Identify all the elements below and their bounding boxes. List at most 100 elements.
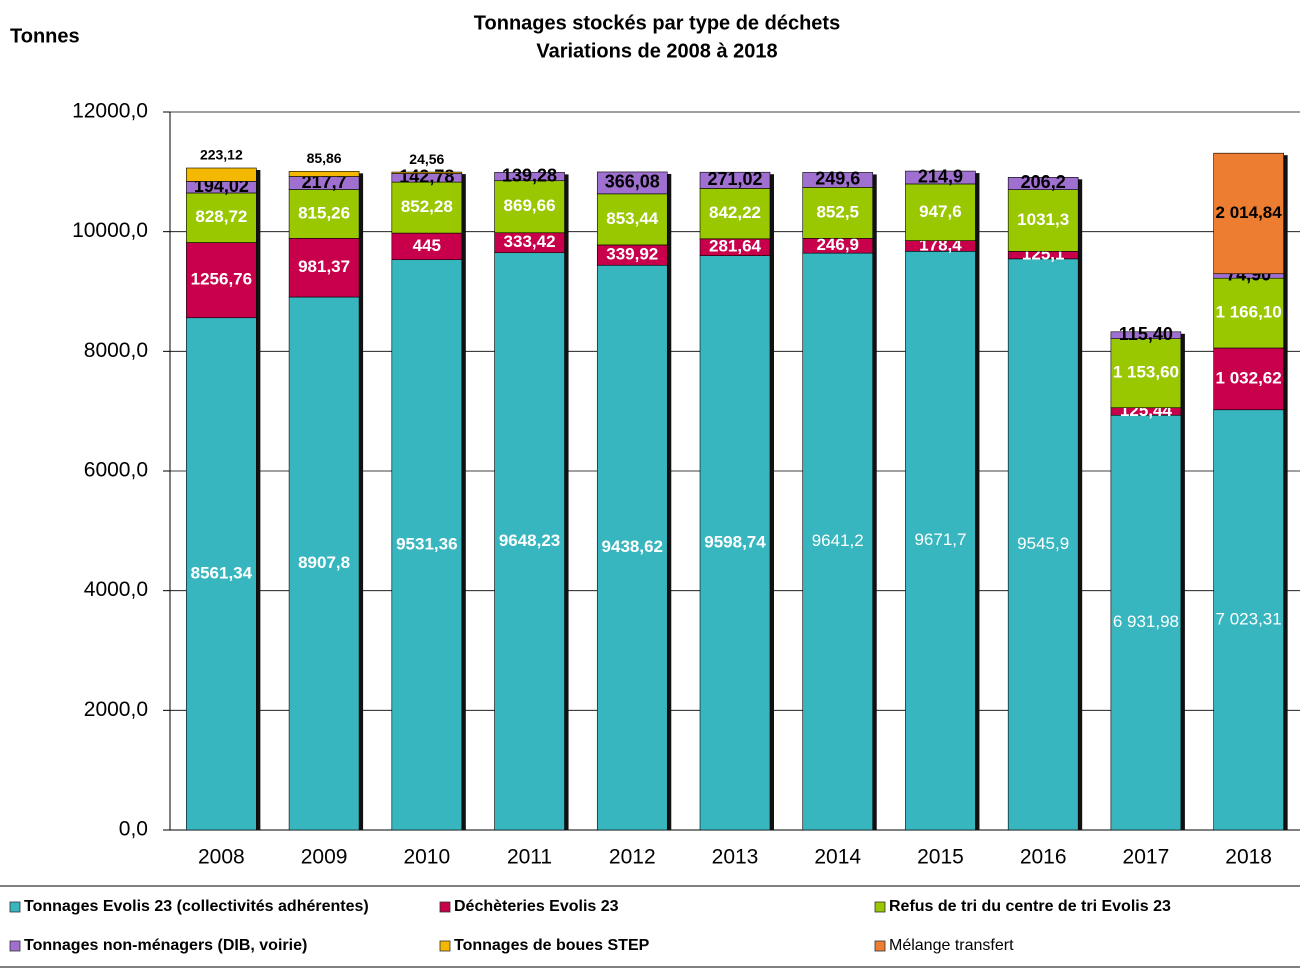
bar-segment <box>905 183 976 241</box>
data-label: 281,64 <box>709 237 762 256</box>
bar-segment <box>494 252 565 831</box>
x-tick-label: 2015 <box>917 846 964 869</box>
bar-segment <box>288 237 360 298</box>
data-label: 1 032,62 <box>1216 368 1282 387</box>
bar-segment <box>699 255 771 831</box>
bar-segment <box>596 171 668 195</box>
bar-segment <box>699 171 771 189</box>
x-tick-label: 2011 <box>507 846 552 869</box>
bar-segment <box>391 181 463 234</box>
legend-swatch <box>9 940 21 952</box>
data-label: 246,9 <box>816 235 859 254</box>
bar-segment <box>1007 258 1079 831</box>
y-tick-label: 0,0 <box>119 818 148 841</box>
y-tick-label: 8000,0 <box>84 339 148 362</box>
legend-label: Mélange transfert <box>889 937 1014 954</box>
bar-segment <box>699 188 771 240</box>
data-label: 9545,9 <box>1017 534 1069 553</box>
data-label: 9531,36 <box>396 534 457 553</box>
data-label: 8907,8 <box>298 553 350 572</box>
x-tick-label: 2012 <box>609 846 656 869</box>
data-label: 24,56 <box>409 151 444 167</box>
y-tick-label: 2000,0 <box>84 698 148 721</box>
data-label: 249,6 <box>815 169 860 189</box>
bar-segment <box>1213 152 1284 275</box>
y-tick-label: 6000,0 <box>84 459 148 482</box>
data-label: 333,42 <box>504 232 556 251</box>
data-label: 1 153,60 <box>1113 363 1179 382</box>
bar-segment <box>905 170 976 185</box>
chart-title: Tonnages stockés par type de déchets <box>474 12 840 34</box>
data-label: 214,9 <box>918 166 963 186</box>
x-tick-label: 2018 <box>1225 846 1272 869</box>
bar-segment <box>288 189 360 239</box>
legend-label: Tonnages non-ménagers (DIB, voirie) <box>24 937 307 954</box>
x-tick-label: 2016 <box>1020 846 1067 869</box>
data-label: 947,6 <box>919 202 962 221</box>
x-tick-label: 2014 <box>814 846 861 869</box>
legend-label: Tonnages de boues STEP <box>454 937 650 954</box>
bar-segment <box>391 259 463 831</box>
y-tick-label: 10000,0 <box>72 219 148 242</box>
x-tick-label: 2008 <box>198 846 245 869</box>
data-label: 85,86 <box>307 150 342 166</box>
bar-segment <box>288 296 360 831</box>
data-label: 9438,62 <box>602 537 663 556</box>
data-label: 9648,23 <box>499 531 560 550</box>
y-axis-label: Tonnes <box>10 25 80 47</box>
legend-label: Déchèteries Evolis 23 <box>454 898 619 915</box>
data-label: 8561,34 <box>191 563 253 582</box>
data-label: 9671,7 <box>914 530 966 549</box>
bar-segment <box>391 171 463 174</box>
bar-segment <box>1213 277 1284 349</box>
bar-segment <box>1213 347 1284 411</box>
y-tick-label: 4000,0 <box>84 578 148 601</box>
data-label: 366,08 <box>605 172 660 192</box>
bar-segment <box>802 252 874 831</box>
bar-segment <box>186 242 257 319</box>
data-label: 815,26 <box>298 203 350 222</box>
bar-segment <box>1213 409 1284 831</box>
bar-segment <box>288 171 360 177</box>
bar-segment <box>186 167 257 182</box>
data-label: 1 166,10 <box>1216 303 1282 322</box>
legend-label: Refus de tri du centre de tri Evolis 23 <box>889 898 1171 915</box>
bar-segment <box>905 251 976 831</box>
data-label: 842,22 <box>709 203 761 222</box>
legend-swatch <box>9 901 21 913</box>
data-label: 206,2 <box>1021 172 1066 192</box>
bar-segment <box>1110 338 1182 409</box>
data-label: 223,12 <box>200 147 243 163</box>
data-label: 6 931,98 <box>1113 612 1179 631</box>
x-tick-label: 2009 <box>301 846 348 869</box>
data-label: 981,37 <box>298 257 350 276</box>
legend-label: Tonnages Evolis 23 (collectivités adhére… <box>24 898 369 915</box>
data-label: 7 023,31 <box>1216 609 1282 628</box>
y-tick-label: 12000,0 <box>72 100 148 123</box>
legend-swatch <box>439 940 451 952</box>
legend-swatch <box>874 940 886 952</box>
x-tick-label: 2017 <box>1123 846 1170 869</box>
bar-segment <box>596 264 668 831</box>
data-label: 142,78 <box>399 167 454 187</box>
bar-segment <box>1007 177 1079 190</box>
data-label: 9598,74 <box>704 532 766 551</box>
bar-segment <box>186 317 257 831</box>
bar-segment <box>802 172 874 188</box>
data-label: 869,66 <box>504 196 556 215</box>
data-label: 115,40 <box>1119 324 1173 344</box>
bar-segment <box>494 172 565 182</box>
data-label: 828,72 <box>195 207 247 226</box>
bar-segment <box>1110 331 1182 340</box>
chart-subtitle: Variations de 2008 à 2018 <box>536 40 777 62</box>
data-label: 853,44 <box>606 209 659 228</box>
bar-segment <box>596 193 668 246</box>
legend-swatch <box>874 901 886 913</box>
x-tick-label: 2010 <box>403 846 450 869</box>
legend-swatch <box>439 901 451 913</box>
data-label: 1256,76 <box>191 270 252 289</box>
data-label: 9641,2 <box>812 531 864 550</box>
bar-segment <box>494 180 565 234</box>
bar-segment <box>1007 189 1079 252</box>
data-label: 1031,3 <box>1017 210 1069 229</box>
